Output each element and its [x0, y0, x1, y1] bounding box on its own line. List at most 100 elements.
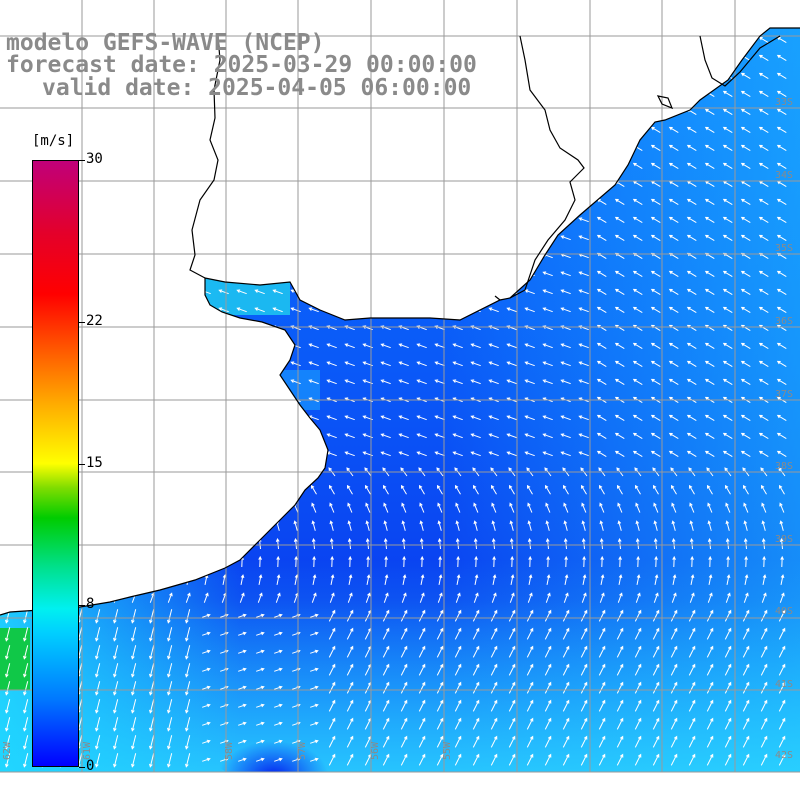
wave-arrow [274, 721, 283, 726]
wave-arrow [650, 288, 661, 296]
wave-arrow [491, 520, 496, 531]
wave-arrow [452, 361, 463, 367]
wave-arrow [454, 663, 462, 676]
wave-arrow [274, 757, 283, 762]
wave-arrow [778, 484, 785, 495]
wave-arrow [380, 343, 391, 349]
wave-arrow [740, 288, 751, 296]
wave-arrow [634, 609, 642, 622]
wave-arrow [743, 592, 749, 603]
svg-text:62W: 62W [2, 741, 13, 760]
wave-arrow [722, 108, 733, 116]
wave-arrow [398, 361, 409, 367]
wave-arrow [258, 555, 262, 568]
wave-arrow [722, 90, 733, 98]
wave-arrow [364, 484, 371, 495]
wave-arrow [758, 144, 769, 152]
wave-arrow [758, 432, 769, 440]
wave-arrow [382, 484, 389, 495]
wave-arrow [668, 306, 679, 314]
wave-arrow [634, 484, 641, 495]
wave-arrow [256, 703, 265, 708]
wave-arrow [779, 592, 785, 603]
wave-arrow [722, 432, 733, 440]
wave-arrow [95, 663, 101, 678]
wave-arrow [185, 609, 191, 624]
wave-arrow [382, 645, 390, 658]
wave-arrow [614, 414, 625, 422]
wave-arrow [653, 592, 659, 603]
svg-text:61W: 61W [82, 741, 93, 760]
wave-arrow [23, 663, 29, 678]
wave-arrow [760, 699, 768, 712]
wave-arrow [366, 555, 370, 568]
wave-arrow [470, 451, 481, 457]
wave-arrow [436, 753, 444, 766]
wave-arrow [419, 537, 424, 550]
wave-arrow [706, 699, 714, 712]
wave-arrow [454, 699, 462, 712]
wave-arrow [383, 520, 388, 531]
wave-arrow [704, 270, 715, 278]
wave-arrow [616, 627, 624, 640]
wave-arrow [761, 520, 766, 531]
wave-arrow [758, 216, 769, 224]
wave-arrow [23, 735, 29, 750]
wave-arrow [632, 414, 643, 422]
wave-arrow [654, 574, 659, 585]
wave-arrow [365, 520, 370, 531]
wave-arrow [580, 663, 588, 676]
wave-arrow [329, 502, 335, 513]
wave-arrow [365, 537, 370, 550]
legend-tick-mark [79, 321, 85, 323]
wave-arrow [383, 537, 388, 550]
wave-arrow [542, 343, 553, 349]
wave-arrow [113, 645, 119, 660]
wave-arrow [113, 681, 119, 696]
wave-arrow [526, 717, 534, 730]
wave-arrow [526, 645, 534, 658]
color-scale-bar [32, 160, 79, 767]
wave-arrow [202, 757, 211, 762]
wave-arrow [704, 360, 715, 368]
wave-arrow [652, 645, 660, 658]
wave-arrow [310, 613, 319, 618]
wave-arrow [326, 433, 337, 439]
wave-arrow [704, 378, 715, 386]
wave-arrow [472, 484, 479, 495]
wave-arrow [599, 537, 604, 550]
wave-arrow [632, 342, 643, 350]
wave-arrow [634, 663, 642, 676]
wave-arrow [632, 306, 643, 314]
wave-arrow [401, 520, 406, 531]
wave-arrow [580, 609, 588, 622]
wave-arrow [256, 757, 265, 762]
wave-arrow [650, 450, 661, 458]
wave-arrow [740, 216, 751, 224]
wave-arrow [310, 631, 319, 636]
wave-arrow [704, 450, 715, 458]
wave-arrow [618, 555, 622, 568]
wave-arrow [506, 433, 517, 439]
wave-arrow [526, 609, 534, 622]
wave-arrow [436, 645, 444, 658]
wave-arrow [707, 502, 713, 513]
wave-arrow [761, 502, 767, 513]
wave-arrow [598, 663, 606, 676]
wave-arrow [722, 450, 733, 458]
wave-arrow [308, 343, 319, 349]
wave-arrow [600, 574, 605, 585]
wave-arrow [706, 735, 714, 748]
wave-arrow [776, 54, 787, 62]
wave-arrow [472, 627, 480, 640]
wave-arrow [347, 502, 353, 513]
wave-arrow [598, 753, 606, 766]
wave-arrow [668, 198, 679, 206]
wave-arrow [616, 645, 624, 658]
wave-arrow [400, 753, 408, 766]
wave-arrow [668, 378, 679, 386]
wave-arrow [344, 361, 355, 367]
wave-arrow [686, 144, 697, 152]
wave-arrow [346, 699, 354, 712]
wave-arrow [761, 592, 767, 603]
